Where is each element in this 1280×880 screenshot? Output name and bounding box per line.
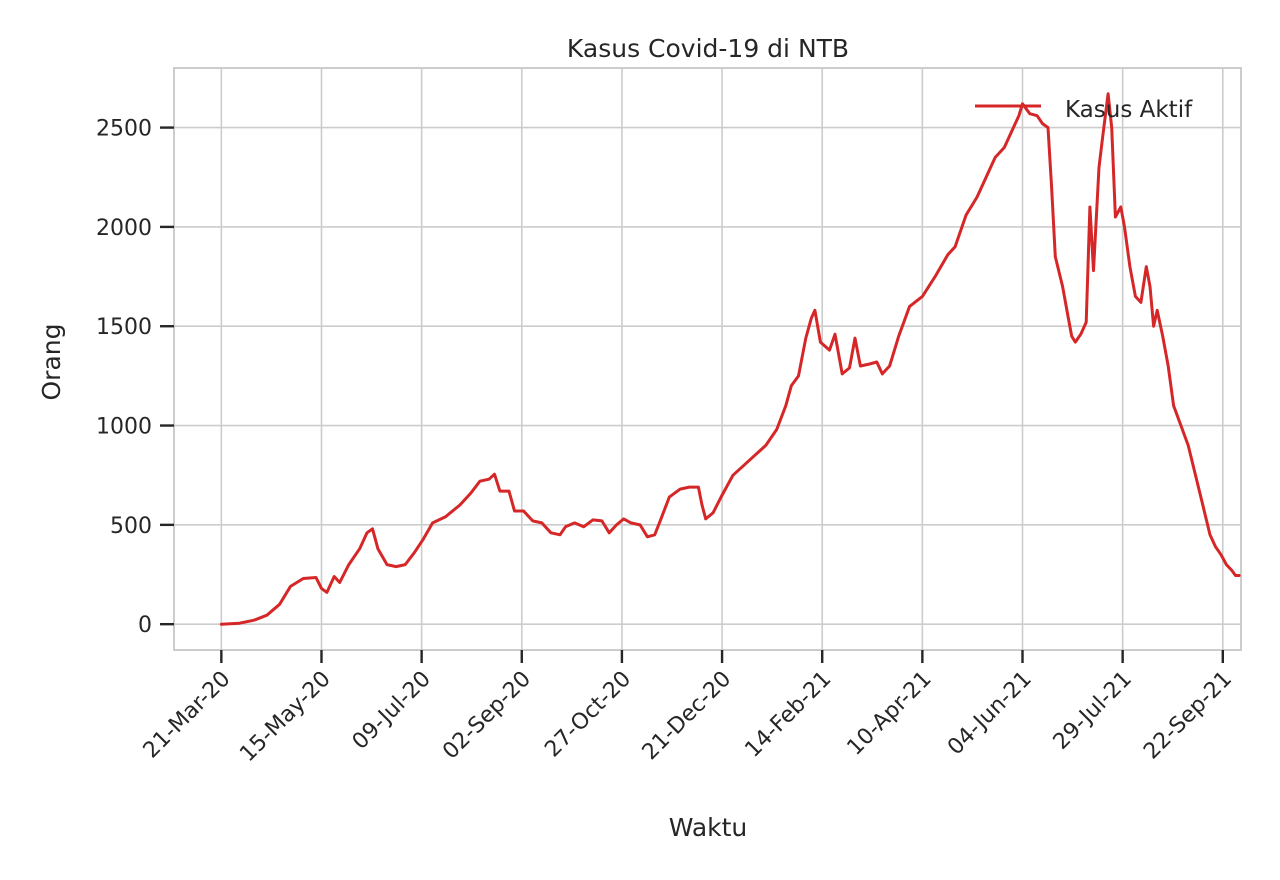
x-tick-label: 21-Dec-20 [638, 667, 737, 766]
y-tick-label: 1500 [96, 315, 152, 340]
x-tick-label: 15-May-20 [235, 667, 335, 767]
x-tick-label: 09-Jul-20 [348, 667, 436, 755]
x-tick-label: 14-Feb-21 [740, 667, 836, 763]
plot-frame [173, 67, 1242, 651]
x-axis: 21-Mar-20 15-May-20 09-Jul-20 02-Sep-20 27-O… [139, 650, 1237, 767]
x-tick-label: 22-Sep-21 [1139, 667, 1237, 765]
x-tick-label: 02-Sep-20 [438, 667, 536, 765]
y-tick-label: 500 [110, 514, 152, 539]
x-tick-label: 21-Mar-20 [139, 667, 236, 764]
legend: Kasus Aktif [975, 97, 1193, 123]
x-tick-label: 29-Jul-21 [1049, 667, 1137, 755]
y-tick-label: 0 [138, 613, 152, 638]
chart-title: Kasus Covid-19 di NTB [567, 34, 849, 63]
y-axis-title: Orang [37, 324, 66, 401]
y-axis: 0 500 1000 1500 2000 2500 [96, 117, 174, 638]
y-tick-label: 2500 [96, 117, 152, 142]
y-tick-label: 1000 [96, 415, 152, 440]
x-tick-label: 04-Jun-21 [943, 667, 1037, 761]
gridlines [174, 68, 1241, 650]
y-tick-label: 2000 [96, 216, 152, 241]
x-tick-label: 10-Apr-21 [843, 667, 937, 761]
series-line-kasus-aktif [219, 92, 1241, 626]
series-group [219, 92, 1241, 626]
x-tick-label: 27-Oct-20 [540, 667, 636, 763]
x-axis-title: Waktu [669, 813, 748, 842]
legend-label-kasus-aktif: Kasus Aktif [1065, 97, 1193, 123]
